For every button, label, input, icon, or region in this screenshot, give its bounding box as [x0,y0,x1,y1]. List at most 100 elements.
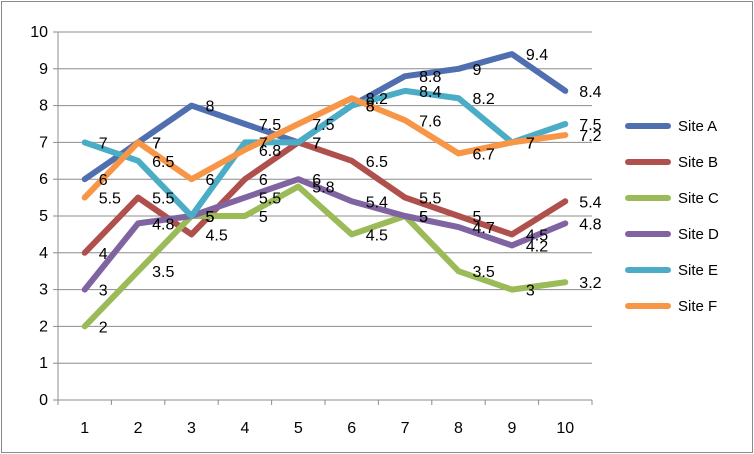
x-tick-label: 10 [556,420,574,437]
legend-item: Site E [625,262,718,279]
data-label: 5.4 [366,194,388,211]
x-tick-label: 3 [187,420,196,437]
data-label: 7 [312,135,321,152]
y-tick-label: 0 [39,392,48,409]
y-tick-label: 1 [39,355,48,372]
legend-label: Site B [678,154,718,171]
data-label: 7.5 [312,117,334,134]
y-tick-label: 10 [30,24,48,41]
series-line-site-d [81,176,569,293]
data-label: 5.5 [99,191,121,208]
data-label: 8.4 [419,84,441,101]
legend-item: Site C [625,190,719,207]
y-axis-ticks: 0 1 2 3 4 5 6 7 8 9 10 [30,24,58,409]
data-label: 8.2 [366,91,388,108]
data-label: 3.5 [473,264,495,281]
data-label: 4.2 [526,238,548,255]
legend-label: Site C [678,190,719,207]
data-label: 5.5 [259,191,281,208]
data-label: 9.4 [526,47,548,64]
data-label: 7 [526,135,535,152]
x-tick-label: 8 [454,420,463,437]
data-label: 5.5 [152,191,174,208]
data-label: 7.5 [259,117,281,134]
data-label: 5 [206,209,215,226]
data-label: 8 [366,99,375,116]
y-tick-label: 9 [39,61,48,78]
legend-item: Site D [625,226,719,243]
x-axis-ticks: 1 2 3 4 5 6 7 8 9 10 [57,400,593,437]
legend-label: Site F [678,298,717,315]
series-line-site-b [81,139,569,256]
data-label: 5.4 [579,194,601,211]
y-tick-label: 2 [39,318,48,335]
data-label: 6.8 [259,143,281,160]
data-label: 3.2 [579,275,601,292]
data-label: 7 [526,135,535,152]
data-label: 5 [419,209,428,226]
data-label: 5 [473,209,482,226]
data-label: 7 [259,135,268,152]
legend-item: Site B [625,154,718,171]
data-label: 6 [259,172,268,189]
data-label: 6 [206,172,215,189]
data-label: 5.5 [419,191,441,208]
data-label: 4 [99,246,108,263]
data-label: 7.5 [579,117,601,134]
legend-label: Site D [678,226,719,243]
y-tick-label: 3 [39,282,48,299]
data-label: 4.8 [152,216,174,233]
data-label: 9 [473,62,482,79]
data-label: 8.8 [419,69,441,86]
y-tick-label: 7 [39,134,48,151]
data-label: 5.8 [312,180,334,197]
data-label: 5 [259,209,268,226]
x-tick-label: 9 [507,420,516,437]
data-label: 7 [312,135,321,152]
series-line-site-c [81,183,569,330]
data-label: 8.2 [473,91,495,108]
y-tick-label: 8 [39,98,48,115]
data-label: 5 [206,209,215,226]
x-tick-label: 5 [294,420,303,437]
data-label: 7.2 [579,128,601,145]
data-label: 8.4 [579,84,601,101]
series-lines [81,51,569,330]
legend-item: Site F [625,298,717,315]
data-label: 8 [206,99,215,116]
data-label: 7 [152,135,161,152]
legend-item: Site A [625,118,717,135]
data-label: 4.7 [473,220,495,237]
gridlines [58,31,592,401]
x-tick-label: 1 [80,420,89,437]
data-label: 4.5 [206,227,228,244]
series-line-site-f [81,95,569,201]
data-label: 6.7 [473,146,495,163]
series-line-site-e [81,87,569,219]
legend-label: Site E [678,262,718,279]
data-label: 3 [99,283,108,300]
data-label: 8 [366,99,375,116]
data-label: 6 [312,172,321,189]
data-label: 6.5 [366,154,388,171]
legend: Site A Site B Site C Site D Site E Site F [625,118,719,315]
data-label: 4.5 [526,227,548,244]
data-label: 5 [419,209,428,226]
data-label: 4.8 [579,216,601,233]
data-label: 3 [526,283,535,300]
data-label: 7.6 [419,113,441,130]
legend-label: Site A [678,118,717,135]
data-label: 2 [99,319,108,336]
x-tick-label: 2 [134,420,143,437]
x-tick-label: 7 [401,420,410,437]
y-tick-label: 5 [39,208,48,225]
data-label: 4.5 [366,227,388,244]
data-label: 7 [312,135,321,152]
x-tick-label: 4 [240,420,249,437]
y-tick-label: 6 [39,171,48,188]
data-label: 5 [206,209,215,226]
data-label: 3.5 [152,264,174,281]
